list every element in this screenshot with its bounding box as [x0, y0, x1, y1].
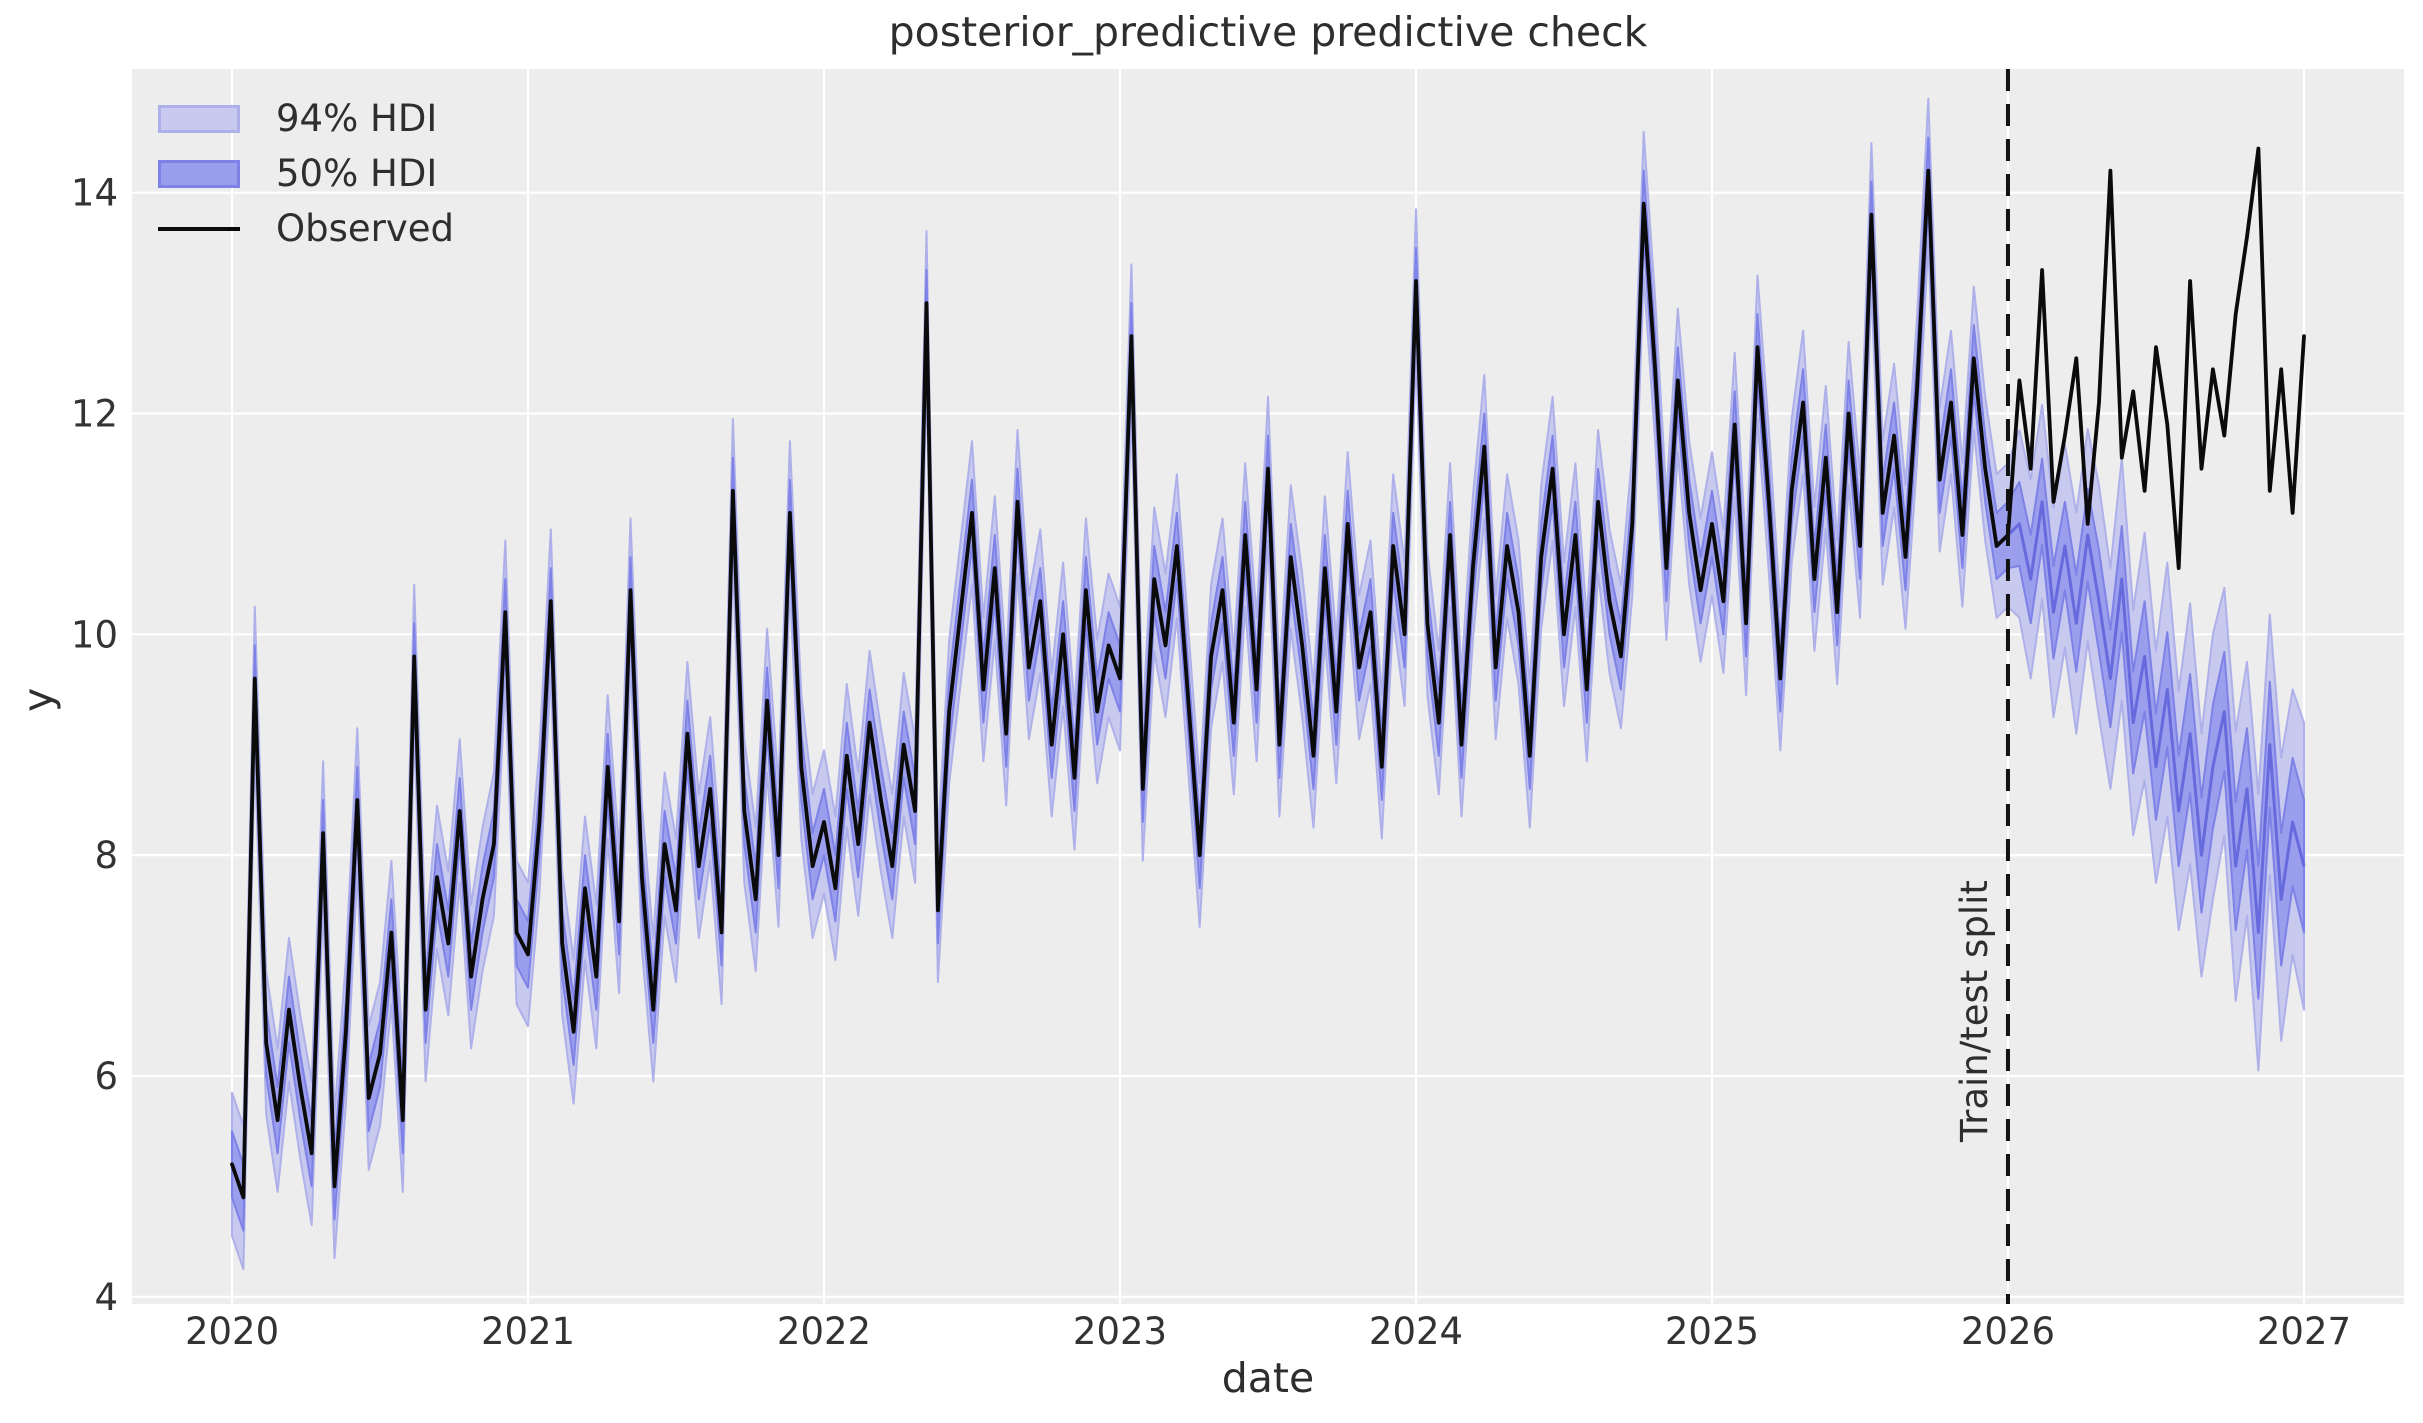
train-test-split-label: Train/test split: [1953, 880, 1996, 1142]
y-axis-label: y: [14, 687, 62, 712]
hdi-94-band: [231, 97, 2305, 1271]
y-tick-label: 6: [94, 1055, 118, 1098]
x-tick-label: 2020: [185, 1310, 279, 1353]
x-tick-label: 2023: [1073, 1310, 1167, 1353]
observed-line: [230, 146, 2306, 1200]
hdi94-swatch-icon: [158, 105, 240, 133]
x-tick-label: 2022: [777, 1310, 871, 1353]
x-tick-label: 2021: [481, 1310, 575, 1353]
legend-label-50-hdi: 50% HDI: [276, 152, 438, 195]
hdi-50-band: [231, 136, 2305, 1232]
y-tick-label: 12: [71, 392, 118, 435]
x-tick-label: 2024: [1369, 1310, 1463, 1353]
legend-item-50-hdi: 50% HDI: [158, 152, 454, 196]
x-axis-label: date: [1221, 1354, 1315, 1402]
chart-title: posterior_predictive predictive check: [888, 8, 1648, 56]
legend-label-94-hdi: 94% HDI: [276, 97, 438, 140]
legend-item-94-hdi: 94% HDI: [158, 97, 454, 141]
legend-item-observed: Observed: [158, 207, 454, 251]
y-tick-label: 4: [94, 1276, 118, 1319]
observed-line-swatch-icon: [158, 227, 240, 231]
x-tick-label: 2026: [1961, 1310, 2055, 1353]
axes-background: [132, 69, 2404, 1304]
y-tick-label: 14: [71, 172, 118, 215]
hdi50-swatch-icon: [158, 160, 240, 188]
y-tick-label: 10: [71, 613, 118, 656]
x-tick-label: 2027: [2257, 1310, 2351, 1353]
legend: 94% HDI 50% HDI Observed: [158, 97, 454, 251]
y-tick-label: 8: [94, 834, 118, 877]
legend-label-observed: Observed: [276, 207, 455, 250]
x-tick-label: 2025: [1665, 1310, 1759, 1353]
